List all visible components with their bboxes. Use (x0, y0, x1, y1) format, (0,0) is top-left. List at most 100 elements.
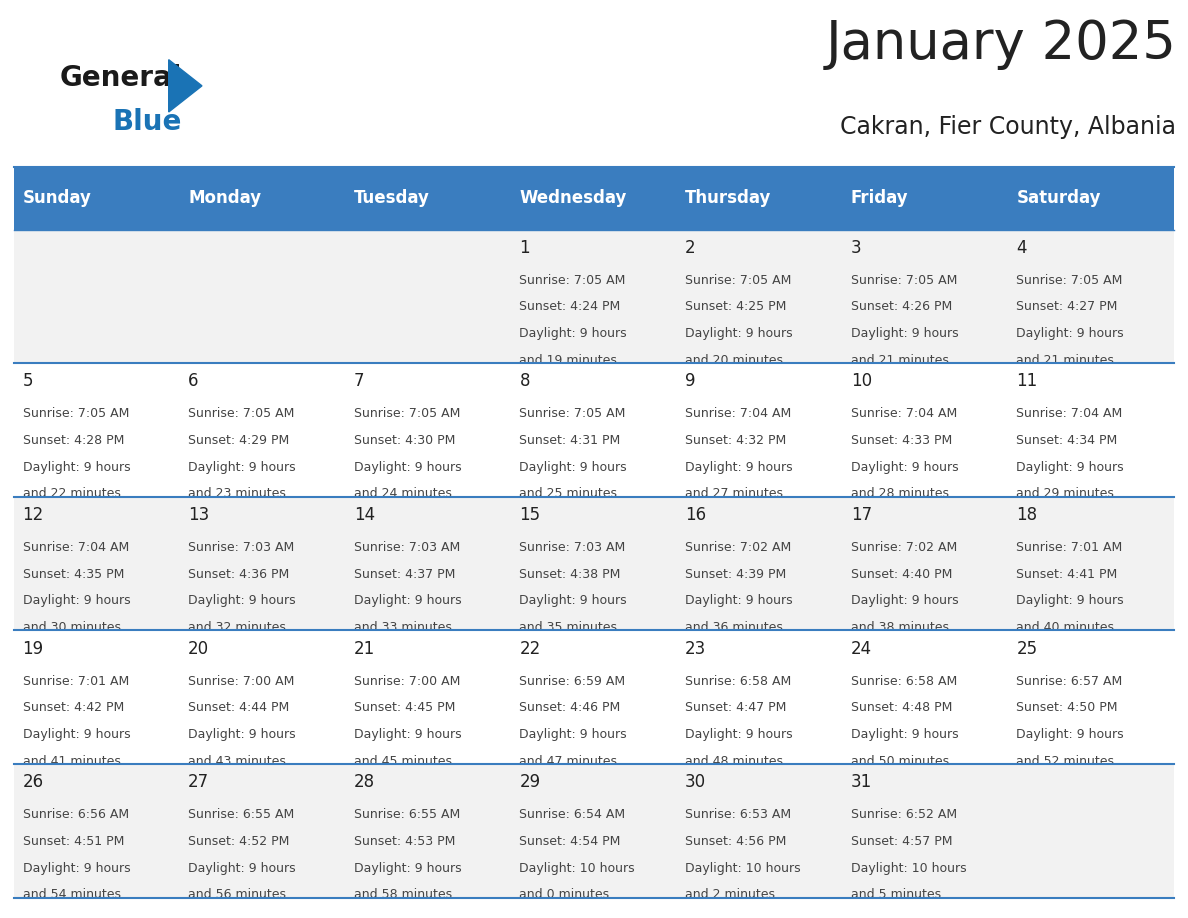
Bar (511, 497, 677, 631)
Bar (1009, 764, 1174, 898)
Bar (346, 230, 511, 364)
Text: and 28 minutes.: and 28 minutes. (851, 487, 953, 500)
Text: Daylight: 9 hours: Daylight: 9 hours (1017, 327, 1124, 340)
Text: Sunset: 4:51 PM: Sunset: 4:51 PM (23, 835, 124, 848)
Text: 26: 26 (23, 773, 44, 791)
Text: Sunrise: 7:04 AM: Sunrise: 7:04 AM (851, 408, 958, 420)
Text: Daylight: 10 hours: Daylight: 10 hours (519, 862, 636, 875)
Text: 16: 16 (685, 506, 706, 524)
Text: and 23 minutes.: and 23 minutes. (188, 487, 290, 500)
Text: Daylight: 9 hours: Daylight: 9 hours (188, 862, 296, 875)
Text: 3: 3 (851, 239, 861, 257)
Text: Sunrise: 7:00 AM: Sunrise: 7:00 AM (188, 675, 295, 688)
Text: Daylight: 9 hours: Daylight: 9 hours (519, 327, 627, 340)
Bar (346, 764, 511, 898)
Text: Daylight: 9 hours: Daylight: 9 hours (23, 728, 131, 741)
Bar (1009, 230, 1174, 364)
Text: Sunrise: 7:05 AM: Sunrise: 7:05 AM (519, 274, 626, 286)
Text: Sunrise: 7:01 AM: Sunrise: 7:01 AM (23, 675, 128, 688)
Text: Sunset: 4:32 PM: Sunset: 4:32 PM (685, 434, 786, 447)
Text: 2: 2 (685, 239, 696, 257)
Text: Sunset: 4:34 PM: Sunset: 4:34 PM (1017, 434, 1118, 447)
Text: Sunrise: 7:03 AM: Sunrise: 7:03 AM (354, 541, 460, 554)
Text: Daylight: 9 hours: Daylight: 9 hours (851, 594, 959, 608)
Text: Sunset: 4:53 PM: Sunset: 4:53 PM (354, 835, 455, 848)
Text: Cakran, Fier County, Albania: Cakran, Fier County, Albania (840, 115, 1176, 139)
Text: Daylight: 9 hours: Daylight: 9 hours (851, 728, 959, 741)
Text: Sunset: 4:47 PM: Sunset: 4:47 PM (685, 701, 786, 714)
Text: Sunrise: 7:00 AM: Sunrise: 7:00 AM (354, 675, 460, 688)
Text: Sunset: 4:57 PM: Sunset: 4:57 PM (851, 835, 953, 848)
Text: Daylight: 9 hours: Daylight: 9 hours (519, 461, 627, 474)
Text: and 0 minutes.: and 0 minutes. (519, 889, 614, 901)
Text: and 41 minutes.: and 41 minutes. (23, 755, 125, 767)
Text: Daylight: 9 hours: Daylight: 9 hours (188, 594, 296, 608)
Text: and 30 minutes.: and 30 minutes. (23, 621, 125, 634)
Text: Daylight: 9 hours: Daylight: 9 hours (685, 327, 792, 340)
Text: Sunrise: 7:03 AM: Sunrise: 7:03 AM (519, 541, 626, 554)
Bar (1009, 497, 1174, 631)
Text: Daylight: 9 hours: Daylight: 9 hours (685, 594, 792, 608)
Text: Sunset: 4:36 PM: Sunset: 4:36 PM (188, 567, 290, 580)
Text: General: General (59, 64, 182, 93)
Text: Daylight: 9 hours: Daylight: 9 hours (851, 461, 959, 474)
Bar (842, 230, 1009, 364)
Text: Daylight: 10 hours: Daylight: 10 hours (851, 862, 966, 875)
Text: Sunset: 4:54 PM: Sunset: 4:54 PM (519, 835, 621, 848)
Bar (677, 764, 842, 898)
Text: Sunset: 4:37 PM: Sunset: 4:37 PM (354, 567, 455, 580)
Text: Sunrise: 6:54 AM: Sunrise: 6:54 AM (519, 808, 626, 822)
Text: Daylight: 9 hours: Daylight: 9 hours (23, 594, 131, 608)
Text: Sunrise: 6:58 AM: Sunrise: 6:58 AM (685, 675, 791, 688)
Bar (346, 167, 511, 230)
Bar (842, 497, 1009, 631)
Text: 23: 23 (685, 640, 707, 657)
Text: Sunrise: 6:55 AM: Sunrise: 6:55 AM (188, 808, 295, 822)
Text: Sunset: 4:28 PM: Sunset: 4:28 PM (23, 434, 124, 447)
Text: and 38 minutes.: and 38 minutes. (851, 621, 953, 634)
Text: Sunrise: 7:02 AM: Sunrise: 7:02 AM (851, 541, 958, 554)
Bar (14, 764, 179, 898)
Text: Thursday: Thursday (685, 189, 771, 207)
Bar (14, 364, 179, 497)
Text: 9: 9 (685, 373, 696, 390)
Text: Sunset: 4:27 PM: Sunset: 4:27 PM (1017, 300, 1118, 313)
Bar (346, 631, 511, 764)
Text: Sunset: 4:29 PM: Sunset: 4:29 PM (188, 434, 290, 447)
Text: Daylight: 9 hours: Daylight: 9 hours (851, 327, 959, 340)
Text: Sunrise: 6:55 AM: Sunrise: 6:55 AM (354, 808, 460, 822)
Text: Daylight: 9 hours: Daylight: 9 hours (23, 862, 131, 875)
Text: Sunset: 4:45 PM: Sunset: 4:45 PM (354, 701, 455, 714)
Bar (179, 167, 346, 230)
Polygon shape (169, 60, 202, 112)
Text: Sunset: 4:35 PM: Sunset: 4:35 PM (23, 567, 124, 580)
Text: Sunset: 4:50 PM: Sunset: 4:50 PM (1017, 701, 1118, 714)
Text: Sunset: 4:25 PM: Sunset: 4:25 PM (685, 300, 786, 313)
Text: Sunset: 4:44 PM: Sunset: 4:44 PM (188, 701, 290, 714)
Text: Sunset: 4:39 PM: Sunset: 4:39 PM (685, 567, 786, 580)
Text: 28: 28 (354, 773, 375, 791)
Text: Daylight: 9 hours: Daylight: 9 hours (519, 728, 627, 741)
Bar (179, 497, 346, 631)
Text: 5: 5 (23, 373, 33, 390)
Text: and 56 minutes.: and 56 minutes. (188, 889, 290, 901)
Text: Sunrise: 7:04 AM: Sunrise: 7:04 AM (685, 408, 791, 420)
Text: Saturday: Saturday (1017, 189, 1101, 207)
Text: Sunset: 4:31 PM: Sunset: 4:31 PM (519, 434, 621, 447)
Text: and 2 minutes.: and 2 minutes. (685, 889, 779, 901)
Bar (14, 230, 179, 364)
Text: 21: 21 (354, 640, 375, 657)
Bar (677, 167, 842, 230)
Text: Sunrise: 7:05 AM: Sunrise: 7:05 AM (23, 408, 129, 420)
Bar (511, 631, 677, 764)
Text: 19: 19 (23, 640, 44, 657)
Bar (511, 764, 677, 898)
Text: Friday: Friday (851, 189, 909, 207)
Text: Sunrise: 7:03 AM: Sunrise: 7:03 AM (188, 541, 295, 554)
Text: 6: 6 (188, 373, 198, 390)
Bar (1009, 631, 1174, 764)
Text: 22: 22 (519, 640, 541, 657)
Text: and 45 minutes.: and 45 minutes. (354, 755, 456, 767)
Text: Sunset: 4:30 PM: Sunset: 4:30 PM (354, 434, 455, 447)
Text: Sunrise: 7:05 AM: Sunrise: 7:05 AM (1017, 274, 1123, 286)
